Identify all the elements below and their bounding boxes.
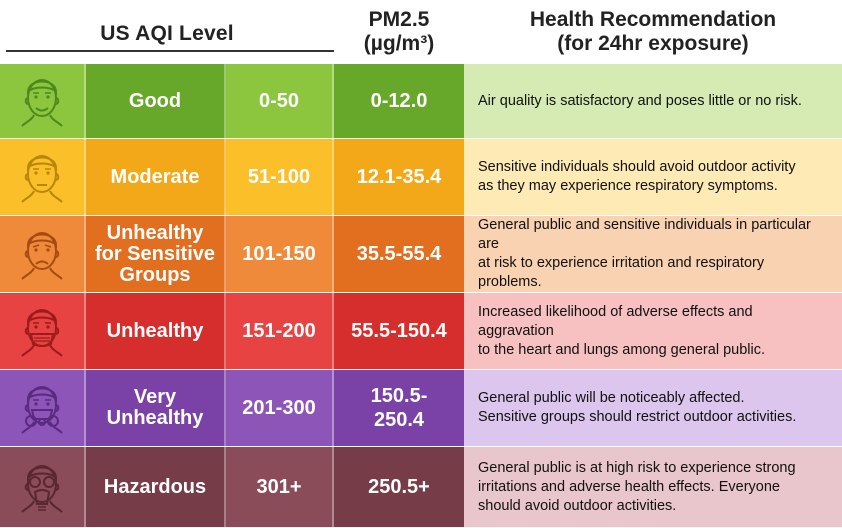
health-recommendation-text: Air quality is satisfactory and poses li… (478, 92, 802, 109)
face-mask-icon (12, 298, 72, 365)
gas-mask-icon (12, 454, 72, 521)
face-cell (0, 447, 86, 527)
pm25-cell: 55.5-150.4 (334, 293, 464, 369)
health-heading-line2: (for 24hr exposure) (557, 32, 749, 55)
health-recommendation-cell: General public will be noticeably affect… (464, 370, 842, 446)
pm25-value: 55.5-150.4 (351, 320, 447, 342)
aqi-range-value: 0-50 (258, 89, 300, 112)
pm25-cell: 0-12.0 (334, 64, 464, 138)
health-recommendation-text: Sensitive groups should restrict outdoor… (478, 409, 797, 425)
aqi-range-cell: 0-50 (226, 64, 334, 138)
aqi-level-label: Unhealthy (106, 319, 204, 342)
health-recommendation-cell: General public and sensitive individuals… (464, 216, 842, 292)
pm25-value: 0-12.0 (370, 90, 428, 112)
health-recommendation-text: Increased likelihood of adverse effects … (478, 303, 753, 339)
aqi-level-label: Unhealthy (106, 221, 204, 244)
health-recommendation-text: General public is at high risk to experi… (478, 459, 796, 476)
aqi-level-label: Very (133, 386, 177, 408)
aqi-level-label: Hazardous (103, 475, 207, 498)
aqi-level-label: for Sensitive (94, 242, 216, 265)
health-recommendation-text: at risk to experience irritation and res… (478, 255, 765, 290)
aqi-row: Moderate 51-100 12.1-35.4 Sensitive individ… (0, 139, 842, 216)
aqi-level-cell: Good (86, 64, 226, 138)
aqi-range-cell: 151-200 (226, 293, 334, 369)
pm25-cell: 12.1-35.4 (334, 139, 464, 215)
health-heading-line1: Health Recommendation (529, 8, 777, 31)
pm25-cell: 150.5- 250.4 (334, 370, 464, 446)
aqi-level-cell: Hazardous (86, 447, 226, 527)
health-recommendation-text: General public will be noticeably affect… (478, 390, 745, 406)
sad-face-icon (12, 221, 72, 288)
aqi-range-cell: 301+ (226, 447, 334, 527)
aqi-level-cell: Very Unhealthy (86, 370, 226, 446)
aqi-row: Unhealthy for Sensitive Groups 101-150 35.5-… (0, 216, 842, 293)
aqi-range-value: 151-200 (242, 319, 316, 342)
aqi-row: Hazardous 301+ 250.5+ General public is at … (0, 447, 842, 528)
face-cell (0, 216, 86, 292)
aqi-level-label: Unhealthy (106, 407, 204, 429)
aqi-range-value: 51-100 (247, 165, 311, 188)
aqi-level-label: Groups (119, 263, 191, 286)
neutral-face-icon (12, 144, 72, 211)
health-recommendation-cell: General public is at high risk to experi… (464, 447, 842, 527)
health-recommendation-text: to the heart and lungs among general pub… (478, 341, 765, 358)
aqi-level-label: Good (128, 89, 182, 112)
health-recommendation-text: as they may experience respiratory sympt… (478, 178, 778, 194)
aqi-level-label: Moderate (110, 165, 200, 188)
face-cell (0, 139, 86, 215)
health-recommendation-text: Sensitive individuals should avoid outdo… (478, 159, 796, 175)
aqi-range-cell: 201-300 (226, 370, 334, 446)
health-heading: Health Recommendation (for 24hr exposure… (464, 8, 842, 56)
aqi-rows: Good 0-50 0-12.0 Air quality is satisfactor… (0, 64, 842, 528)
pm25-value: 250.4 (373, 409, 425, 431)
health-recommendation-text: irritations and adverse health effects. … (478, 478, 780, 495)
aqi-range-cell: 51-100 (226, 139, 334, 215)
pm25-cell: 250.5+ (334, 447, 464, 527)
aqi-range-value: 301+ (256, 475, 302, 498)
pm25-value: 150.5- (370, 385, 428, 407)
pm25-heading: PM2.5 (µg/m³) (334, 8, 464, 56)
respirator-face-icon (12, 375, 72, 442)
aqi-row: Good 0-50 0-12.0 Air quality is satisfactor… (0, 64, 842, 139)
health-recommendation-cell: Air quality is satisfactory and poses li… (464, 64, 842, 138)
face-cell (0, 370, 86, 446)
aqi-range-value: 101-150 (242, 242, 316, 265)
aqi-row: Very Unhealthy 201-300 150.5- 250.4 General p… (0, 370, 842, 447)
aqi-range-cell: 101-150 (226, 216, 334, 292)
aqi-level-cell: Unhealthy (86, 293, 226, 369)
aqi-range-value: 201-300 (242, 396, 316, 419)
aqi-heading-underline (6, 50, 334, 52)
health-recommendation-text: should avoid outdoor activities. (478, 497, 677, 514)
face-cell (0, 293, 86, 369)
pm25-value: 12.1-35.4 (356, 166, 442, 188)
table-header: US AQI Level PM2.5 (µg/m³) Health Recomm… (0, 0, 842, 64)
health-recommendation-cell: Increased likelihood of adverse effects … (464, 293, 842, 369)
health-recommendation-cell: Sensitive individuals should avoid outdo… (464, 139, 842, 215)
pm25-heading-line2: (µg/m³) (363, 32, 435, 55)
happy-face-icon (12, 68, 72, 135)
pm25-cell: 35.5-55.4 (334, 216, 464, 292)
health-recommendation-text: General public and sensitive individuals… (478, 217, 811, 252)
aqi-level-cell: Unhealthy for Sensitive Groups (86, 216, 226, 292)
aqi-level-cell: Moderate (86, 139, 226, 215)
aqi-level-heading: US AQI Level (100, 22, 234, 45)
aqi-row: Unhealthy 151-200 55.5-150.4 Increased like… (0, 293, 842, 370)
face-cell (0, 64, 86, 138)
pm25-value: 250.5+ (368, 476, 430, 498)
pm25-heading-line1: PM2.5 (368, 8, 430, 31)
pm25-value: 35.5-55.4 (356, 243, 442, 265)
